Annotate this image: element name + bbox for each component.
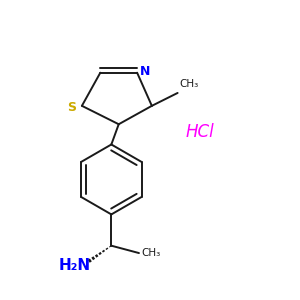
Text: H₂N: H₂N [58,258,91,273]
Text: N: N [140,65,150,79]
Text: CH₃: CH₃ [142,248,161,258]
Text: CH₃: CH₃ [179,79,199,89]
Text: S: S [67,101,76,114]
Text: HCl: HCl [185,123,214,141]
